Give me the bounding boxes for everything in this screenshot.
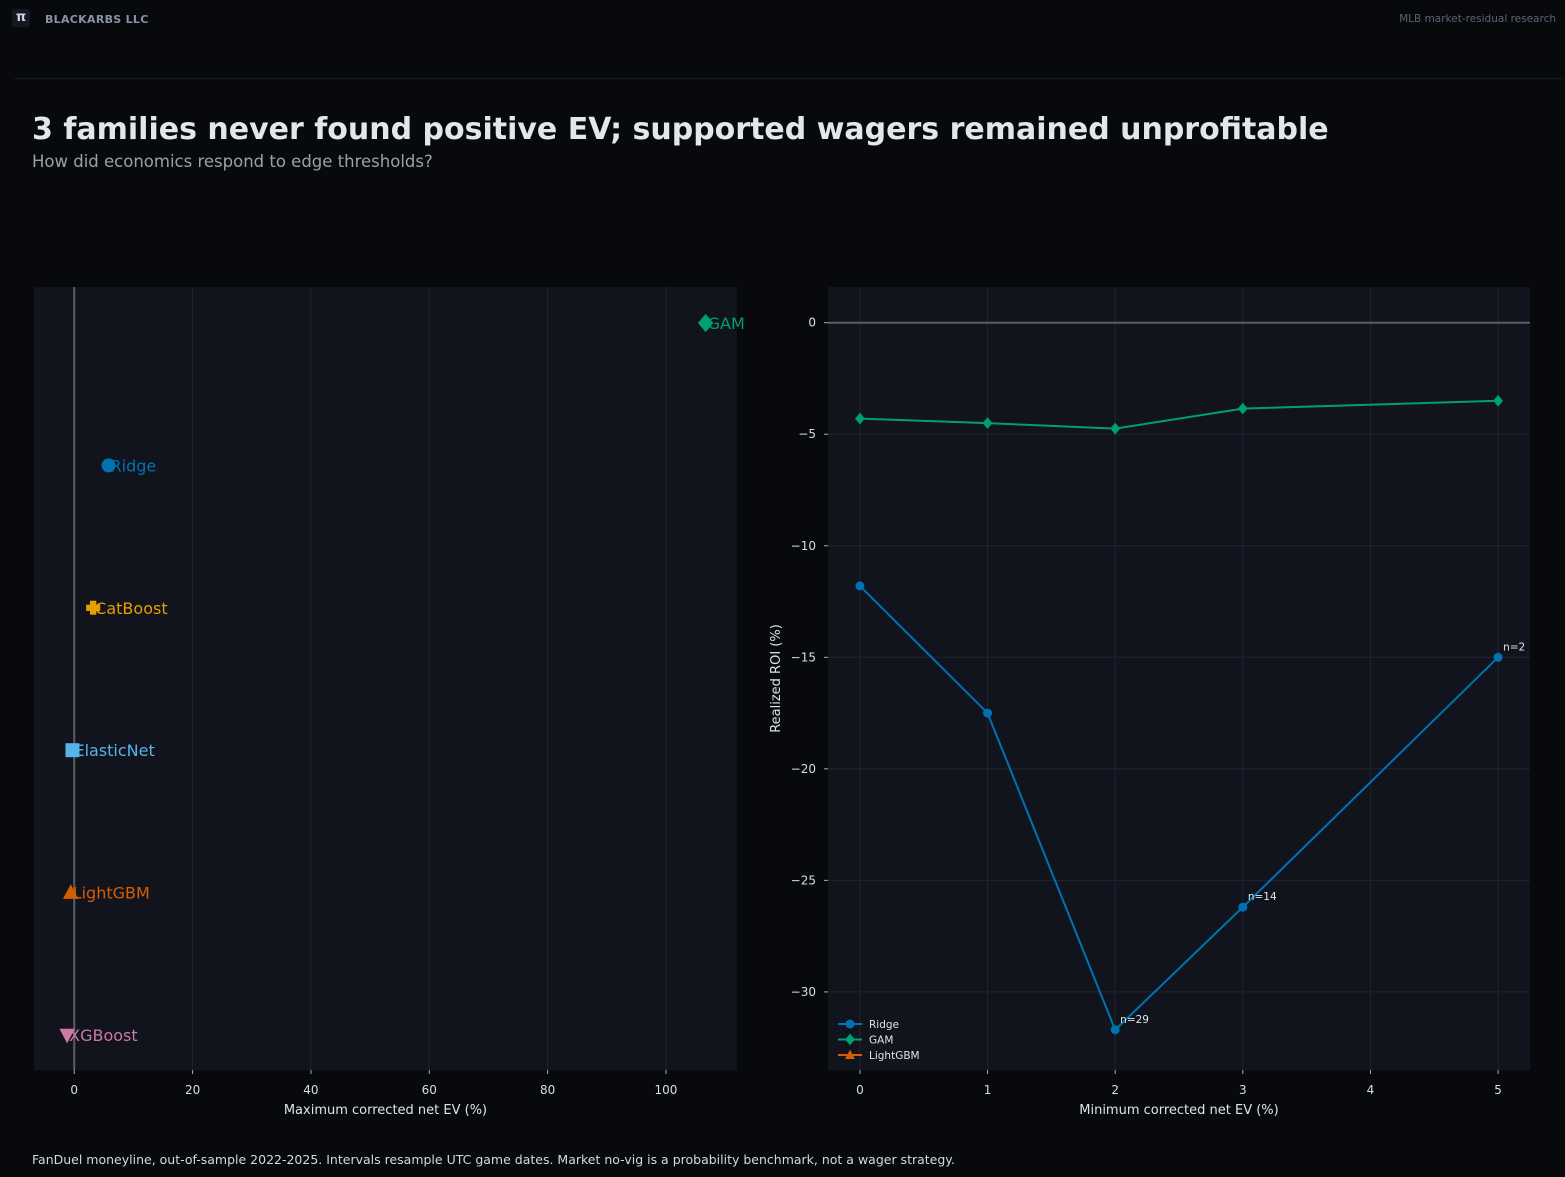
right-chart: 0 1 2 3 4 5 0 −5 −10 −15 −20 −25 −30 n=29 n=14 n=2 Ridge… (769, 287, 1530, 1118)
scatter-point-elasticnet (65, 743, 80, 758)
series-point-ridge (983, 708, 993, 718)
brand-logo: π (12, 9, 30, 27)
x-tick-label: 60 (422, 1083, 437, 1097)
y-tick-label: −15 (791, 650, 816, 664)
scatter-point-xgboost (59, 1028, 75, 1044)
point-annotation: n=14 (1248, 891, 1277, 903)
brand-name: BLACKARBS LLC (45, 13, 149, 26)
x-tick-label: 4 (1367, 1083, 1375, 1097)
x-tick-label: 40 (303, 1083, 318, 1097)
y-tick-label: −25 (791, 873, 816, 887)
scatter-label-xgboost: XGBoost (69, 1026, 138, 1045)
x-tick-label: 80 (540, 1083, 555, 1097)
series-point-ridge (1110, 1025, 1120, 1035)
series-point-gam (1493, 394, 1504, 407)
x-tick-label: 0 (856, 1083, 864, 1097)
scatter-point-lightgbm (62, 884, 79, 899)
top-bar: π BLACKARBS LLC MLB market-residual rese… (0, 0, 1565, 40)
left-plot-area (34, 287, 737, 1070)
scatter-point-gam (697, 313, 714, 333)
header-divider (14, 78, 1564, 79)
page-subtitle: How did economics respond to edge thresh… (32, 152, 433, 171)
series-point-ridge (1238, 902, 1248, 912)
legend-label-ridge: Ridge (869, 1019, 899, 1031)
scatter-point-ridge (101, 458, 116, 473)
legend-label-lightgbm: LightGBM (869, 1050, 920, 1062)
scatter-label-ridge: Ridge (111, 456, 157, 475)
x-axis-label: Maximum corrected net EV (%) (284, 1103, 487, 1118)
right-plot-area (828, 287, 1530, 1070)
point-annotation: n=2 (1503, 641, 1525, 653)
y-tick-label: −20 (791, 762, 816, 776)
series-point-ridge (1493, 652, 1503, 662)
scatter-label-gam: GAM (708, 314, 745, 333)
x-axis-label: Minimum corrected net EV (%) (1079, 1103, 1278, 1118)
x-tick-label: 0 (70, 1083, 78, 1097)
y-axis-label: Realized ROI (%) (769, 624, 784, 733)
x-tick-label: 2 (1111, 1083, 1119, 1097)
page-title: 3 families never found positive EV; supp… (32, 112, 1329, 147)
left-chart: 0 20 40 60 80 100 GAM Ridge CatBoost ElasticNet Li… (34, 287, 745, 1118)
series-point-ridge (855, 581, 865, 591)
scatter-point-catboost (86, 600, 101, 615)
x-tick-label: 100 (655, 1083, 678, 1097)
x-tick-label: 1 (984, 1083, 992, 1097)
y-tick-label: −30 (791, 985, 816, 999)
footer-note: FanDuel moneyline, out-of-sample 2022-20… (32, 1152, 955, 1167)
y-tick-label: 0 (808, 316, 816, 330)
scatter-label-lightgbm: LightGBM (73, 884, 150, 903)
x-tick-label: 20 (185, 1083, 200, 1097)
series-point-gam (982, 417, 993, 429)
y-tick-label: −5 (798, 427, 816, 441)
legend-label-gam: GAM (869, 1035, 893, 1047)
point-annotation: n=29 (1120, 1014, 1149, 1026)
x-tick-label: 3 (1239, 1083, 1247, 1097)
series-point-gam (854, 412, 865, 425)
x-tick-label: 5 (1494, 1083, 1502, 1097)
tagline: MLB market-residual research (1399, 13, 1556, 25)
series-point-gam (1110, 422, 1121, 435)
scatter-label-catboost: CatBoost (95, 599, 167, 618)
legend-marker-gam (845, 1033, 855, 1046)
scatter-label-elasticnet: ElasticNet (74, 741, 154, 760)
legend-marker-lightgbm (845, 1049, 855, 1060)
series-point-gam (1237, 402, 1248, 415)
legend-marker-ridge (845, 1019, 855, 1029)
y-tick-label: −10 (791, 539, 816, 553)
